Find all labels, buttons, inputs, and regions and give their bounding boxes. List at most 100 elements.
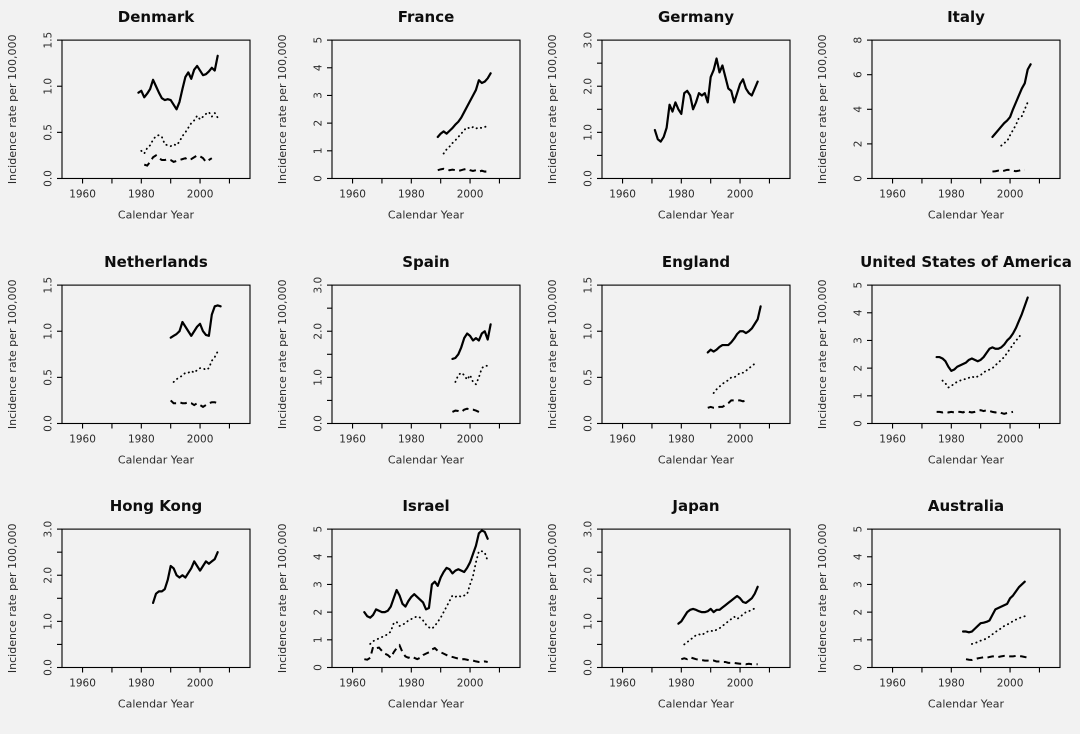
series-dashed-line xyxy=(965,655,1028,662)
x-axis-tick-label: 1980 xyxy=(938,433,965,445)
y-axis-tick-label: 2.0 xyxy=(583,78,595,95)
x-axis-tick-label: 2000 xyxy=(727,678,754,690)
series-dotted-line xyxy=(712,362,756,394)
y-axis-tick-label: 1.0 xyxy=(583,124,595,141)
y-axis-tick-label: 1.5 xyxy=(43,32,55,49)
series-solid-line xyxy=(151,551,219,605)
x-axis-tick-label: 1980 xyxy=(668,189,695,201)
x-axis-tick-label: 2000 xyxy=(187,678,214,690)
series-solid-line xyxy=(436,72,492,139)
chart-canvas-germany: Germany Incidence rate per 100,000 Calenda… xyxy=(546,8,791,222)
y-axis-tick-label: 3 xyxy=(313,581,325,588)
x-axis-label: Calendar Year xyxy=(388,453,465,466)
series-dashed-line xyxy=(992,168,1025,173)
chart-canvas-hong-kong: Hong Kong Incidence rate per 100,000 Calen… xyxy=(6,497,251,711)
chart-title: Germany xyxy=(658,8,734,26)
x-axis-tick-label: 1960 xyxy=(69,678,96,690)
chart-title: Japan xyxy=(671,497,719,515)
y-axis-label: Incidence rate per 100,000 xyxy=(816,34,829,184)
chart-panel-japan: Japan Incidence rate per 100,000 Calendar … xyxy=(540,489,810,734)
x-axis-tick-label: 1960 xyxy=(339,678,366,690)
x-axis-label: Calendar Year xyxy=(118,453,195,466)
series-dotted-line xyxy=(454,364,489,386)
y-axis-tick-label: 4 xyxy=(313,553,325,560)
y-axis-tick-label: 0 xyxy=(313,664,325,671)
series-dashed-line xyxy=(681,656,758,666)
y-axis-tick-label: 1.0 xyxy=(583,323,595,340)
x-axis-tick-label: 1960 xyxy=(609,678,636,690)
plot-box xyxy=(601,284,791,424)
series-solid-line xyxy=(363,529,489,620)
x-axis-tick-label: 1980 xyxy=(938,189,965,201)
y-axis-tick-label: 0 xyxy=(853,664,865,671)
chart-canvas-italy: Italy Incidence rate per 100,000 Calendar … xyxy=(816,8,1061,222)
chart-canvas-australia: Australia Incidence rate per 100,000 Calen… xyxy=(816,497,1061,711)
series-dotted-line xyxy=(369,550,489,646)
series-solid-line xyxy=(137,54,219,111)
y-axis-tick-label: 1 xyxy=(853,392,865,399)
chart-canvas-england: England Incidence rate per 100,000 Calenda… xyxy=(546,253,791,466)
y-axis-label: Incidence rate per 100,000 xyxy=(546,524,559,674)
series-dotted-line xyxy=(1000,101,1029,147)
y-axis-label: Incidence rate per 100,000 xyxy=(276,34,289,184)
y-axis-tick-label: 0 xyxy=(853,175,865,182)
y-axis-tick-label: 3 xyxy=(853,337,865,344)
y-axis-tick-label: 0.5 xyxy=(43,124,55,141)
y-axis-tick-label: 5 xyxy=(313,526,325,533)
y-axis-label: Incidence rate per 100,000 xyxy=(276,524,289,674)
chart-title: Spain xyxy=(402,253,449,271)
x-axis-label: Calendar Year xyxy=(388,209,465,222)
x-axis-label: Calendar Year xyxy=(928,453,1005,466)
x-axis-tick-label: 1960 xyxy=(609,433,636,445)
y-axis-tick-label: 0.0 xyxy=(583,415,595,432)
chart-title: Australia xyxy=(928,497,1004,515)
y-axis-tick-label: 4 xyxy=(313,64,325,71)
plot-box xyxy=(601,39,791,180)
plot-box xyxy=(871,528,1061,669)
x-axis-tick-label: 1980 xyxy=(128,433,155,445)
y-axis-label: Incidence rate per 100,000 xyxy=(276,279,289,429)
y-axis-label: Incidence rate per 100,000 xyxy=(546,34,559,184)
series-dashed-line xyxy=(364,643,488,664)
y-axis-tick-label: 8 xyxy=(853,37,865,44)
y-axis-tick-label: 2.0 xyxy=(583,567,595,584)
chart-canvas-united-states-of-america: United States of America Incidence rate p… xyxy=(816,253,1072,467)
x-axis-tick-label: 1960 xyxy=(609,189,636,201)
y-axis-tick-label: 0 xyxy=(853,420,865,427)
y-axis-tick-label: 0.5 xyxy=(43,369,55,386)
y-axis-tick-label: 1.5 xyxy=(583,276,595,293)
y-axis-tick-label: 3.0 xyxy=(583,32,595,49)
x-axis-tick-label: 1980 xyxy=(398,678,425,690)
y-axis-tick-label: 0.0 xyxy=(583,659,595,676)
y-axis-tick-label: 3.0 xyxy=(583,521,595,538)
y-axis-tick-label: 3 xyxy=(853,581,865,588)
series-solid-line xyxy=(451,322,492,360)
x-axis-label: Calendar Year xyxy=(118,698,195,711)
x-axis-tick-label: 2000 xyxy=(457,678,484,690)
y-axis-tick-label: 0.0 xyxy=(43,659,55,676)
x-axis-tick-label: 2000 xyxy=(727,433,754,445)
x-axis-label: Calendar Year xyxy=(658,698,735,711)
y-axis-tick-label: 2 xyxy=(853,141,865,148)
x-axis-label: Calendar Year xyxy=(658,453,735,466)
y-axis-tick-label: 5 xyxy=(853,281,865,288)
x-axis-tick-label: 2000 xyxy=(187,433,214,445)
series-dashed-line xyxy=(170,399,218,408)
y-axis-tick-label: 6 xyxy=(853,71,865,78)
y-axis-tick-label: 3.0 xyxy=(313,276,325,293)
x-axis-tick-label: 1980 xyxy=(398,433,425,445)
series-dashed-line xyxy=(437,167,488,173)
x-axis-tick-label: 2000 xyxy=(727,189,754,201)
chart-title: Israel xyxy=(402,497,449,515)
y-axis-tick-label: 0.0 xyxy=(313,415,325,432)
x-axis-tick-label: 2000 xyxy=(187,189,214,201)
y-axis-tick-label: 2 xyxy=(853,609,865,616)
y-axis-tick-label: 4 xyxy=(853,309,865,316)
chart-title: France xyxy=(398,8,455,26)
y-axis-tick-label: 1.5 xyxy=(43,276,55,293)
y-axis-tick-label: 0.0 xyxy=(583,170,595,187)
y-axis-tick-label: 0.5 xyxy=(583,369,595,386)
chart-panel-england: England Incidence rate per 100,000 Calenda… xyxy=(540,245,810,490)
x-axis-label: Calendar Year xyxy=(928,698,1005,711)
x-axis-tick-label: 2000 xyxy=(997,678,1024,690)
